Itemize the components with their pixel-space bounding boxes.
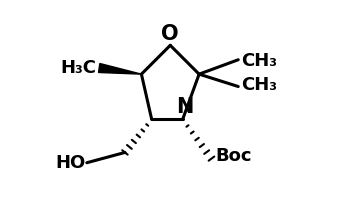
Text: N: N (176, 97, 193, 117)
Text: CH₃: CH₃ (241, 52, 277, 70)
Text: CH₃: CH₃ (241, 76, 277, 95)
Text: H₃C: H₃C (61, 59, 97, 77)
Polygon shape (99, 63, 141, 74)
Text: O: O (161, 24, 179, 44)
Text: Boc: Boc (216, 146, 252, 165)
Text: HO: HO (55, 154, 85, 172)
